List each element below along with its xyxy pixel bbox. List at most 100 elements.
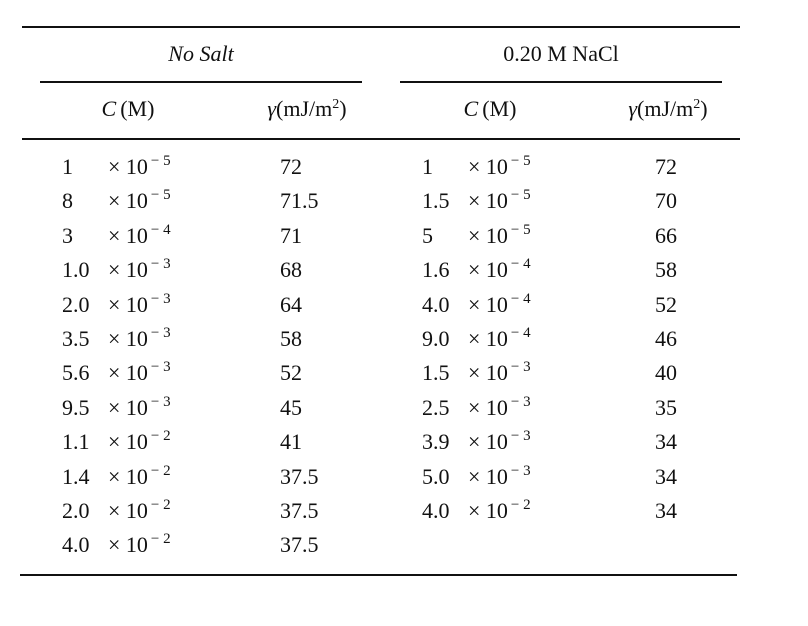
power-base: × 10 <box>108 429 148 455</box>
concentration-mantissa: 2.0 <box>62 291 90 317</box>
power-base: × 10 <box>108 291 148 317</box>
concentration-power: × 10− 5 <box>108 153 171 183</box>
concentration-power: × 10− 5 <box>468 187 531 217</box>
concentration-power: × 10− 3 <box>108 290 171 321</box>
concentration-power: × 10− 3 <box>108 359 171 389</box>
concentration-power: × 10− 2 <box>468 497 531 527</box>
bottom-rule <box>20 574 737 576</box>
power-base: × 10 <box>108 498 148 523</box>
header-close: ) <box>700 96 708 121</box>
concentration-power: × 10− 3 <box>468 462 531 493</box>
header-unit: (M) <box>482 96 517 121</box>
tension-value: 34 <box>655 463 677 489</box>
power-exponent: − 3 <box>510 359 531 376</box>
concentration-mantissa: 3.5 <box>62 326 90 351</box>
column-header: γ(mJ/m2) <box>267 96 346 126</box>
tension-value: 58 <box>655 257 677 283</box>
power-exponent: − 2 <box>150 497 171 513</box>
tension-value: 52 <box>280 360 302 386</box>
concentration-mantissa: 2.0 <box>62 498 90 523</box>
header-close: ) <box>339 96 347 121</box>
tension-value: 46 <box>655 326 677 351</box>
power-base: × 10 <box>468 257 508 283</box>
power-exponent: − 4 <box>150 221 171 238</box>
tension-value: 68 <box>280 257 302 283</box>
power-exponent: − 4 <box>510 325 531 341</box>
tension-value: 41 <box>280 429 302 455</box>
concentration-mantissa: 3 <box>62 222 73 248</box>
power-exponent: − 3 <box>150 290 171 307</box>
power-exponent: − 5 <box>510 153 531 169</box>
concentration-mantissa: 1 <box>422 154 433 179</box>
power-base: × 10 <box>108 463 148 489</box>
column-header: C (M) <box>102 96 155 122</box>
header-unit: (M) <box>120 96 155 121</box>
concentration-power: × 10− 3 <box>468 393 531 424</box>
tension-value: 34 <box>655 498 677 523</box>
tension-value: 64 <box>280 291 302 317</box>
header-unit: (mJ/m <box>276 96 333 121</box>
concentration-mantissa: 1.4 <box>62 463 90 489</box>
header-unit: (mJ/m <box>637 96 694 121</box>
tension-value: 71.5 <box>280 188 319 214</box>
power-base: × 10 <box>468 291 508 317</box>
concentration-mantissa: 1.0 <box>62 257 90 283</box>
concentration-mantissa: 1 <box>62 154 73 179</box>
concentration-power: × 10− 2 <box>108 531 171 561</box>
group-rule <box>400 81 722 83</box>
power-base: × 10 <box>108 188 148 214</box>
header-power: 2 <box>332 97 340 112</box>
power-exponent: − 3 <box>150 393 171 410</box>
concentration-power: × 10− 3 <box>108 393 171 424</box>
power-exponent: − 3 <box>150 325 171 341</box>
power-base: × 10 <box>468 429 508 455</box>
concentration-mantissa: 5.0 <box>422 463 450 489</box>
concentration-power: × 10− 3 <box>108 256 171 286</box>
concentration-power: × 10− 4 <box>468 256 531 286</box>
group-rule <box>40 81 362 83</box>
concentration-mantissa: 4.0 <box>62 532 90 558</box>
power-base: × 10 <box>108 257 148 283</box>
power-exponent: − 3 <box>510 462 531 479</box>
group-title: No Salt <box>168 41 234 66</box>
power-base: × 10 <box>468 360 508 386</box>
header-symbol: γ <box>628 96 638 121</box>
concentration-power: × 10− 3 <box>468 359 531 389</box>
tension-value: 66 <box>655 222 677 248</box>
concentration-power: × 10− 5 <box>468 153 531 183</box>
power-exponent: − 2 <box>150 462 171 479</box>
group-title: 0.20 M NaCl <box>503 41 619 66</box>
concentration-power: × 10− 3 <box>468 428 531 458</box>
power-base: × 10 <box>108 532 148 558</box>
power-exponent: − 5 <box>510 221 531 238</box>
power-exponent: − 3 <box>510 393 531 410</box>
power-base: × 10 <box>468 188 508 214</box>
concentration-mantissa: 5.6 <box>62 360 90 386</box>
tension-value: 52 <box>655 291 677 317</box>
power-base: × 10 <box>468 326 508 351</box>
tension-value: 58 <box>280 326 302 351</box>
tension-value: 72 <box>655 154 677 179</box>
concentration-power: × 10− 2 <box>108 428 171 458</box>
power-exponent: − 3 <box>150 256 171 273</box>
concentration-mantissa: 1.6 <box>422 257 450 283</box>
tension-value: 34 <box>655 429 677 455</box>
concentration-power: × 10− 3 <box>108 325 171 355</box>
concentration-power: × 10− 2 <box>108 462 171 493</box>
concentration-power: × 10− 4 <box>108 221 171 252</box>
concentration-mantissa: 1.1 <box>62 429 90 455</box>
column-header: γ(mJ/m2) <box>628 96 707 126</box>
tension-value: 71 <box>280 222 302 248</box>
power-base: × 10 <box>108 360 148 386</box>
power-base: × 10 <box>108 326 148 351</box>
column-header: C (M) <box>464 96 517 122</box>
power-exponent: − 2 <box>150 428 171 445</box>
power-exponent: − 2 <box>150 531 171 548</box>
concentration-mantissa: 5 <box>422 222 433 248</box>
power-exponent: − 4 <box>510 290 531 307</box>
concentration-power: × 10− 5 <box>108 187 171 217</box>
concentration-mantissa: 1.5 <box>422 360 450 386</box>
power-exponent: − 3 <box>510 428 531 445</box>
power-base: × 10 <box>468 222 508 248</box>
